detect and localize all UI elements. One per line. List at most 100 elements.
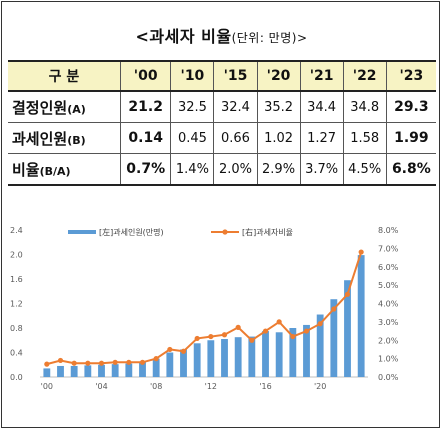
ratio-point [290,333,296,340]
legend-marker-line [222,229,228,235]
y-right-tick-label: 3.0% [378,318,399,327]
y-right-tick-label: 5.0% [378,281,399,290]
bar [289,328,297,377]
table-cell: 34.8 [342,90,387,123]
bar [330,299,338,377]
ratio-point [331,306,337,312]
x-tick-label: '08 [150,382,162,391]
ratio-point [153,356,159,362]
bar [248,336,256,377]
y-left-tick-label: 1.2 [10,300,23,309]
summary-table: 구 분 '00 '10 '15 '20 '21 '22 '23 결정인원(A) … [8,60,436,186]
bar [70,365,78,377]
table-cell: 21.2 [119,90,172,123]
title-unit: (단위: 만명)> [231,31,308,45]
table-cell: 32.5 [170,90,215,123]
bar [84,365,92,377]
table-header-year: '22 [342,60,387,92]
table-row: 과세인원(B) 0.14 0.45 0.66 1.02 1.27 1.58 1.… [8,122,436,154]
bar [316,314,324,377]
table-cell: 4.5% [342,153,387,186]
ratio-point [262,328,269,334]
row-label: 과세인원(B) [8,122,121,154]
legend-swatch-bars [68,230,96,234]
bar [166,352,174,377]
y-right-tick-label: 0.0% [378,373,399,382]
bar [111,364,119,377]
ratio-line [46,251,363,366]
table-cell: 2.0% [213,153,258,186]
y-right-tick-label: 6.0% [378,263,399,272]
table-header-year: '00 [119,60,172,92]
table-cell: 0.45 [170,122,215,154]
table-header-row: 구 분 '00 '10 '15 '20 '21 '22 '23 [8,60,436,92]
table-cell: 1.27 [299,122,344,154]
ratio-point [112,359,118,365]
bar [57,365,64,377]
ratio-point [167,346,173,353]
table-cell: 6.8% [385,153,436,186]
table-header-year: '15 [213,60,258,92]
table-row: 결정인원(A) 21.2 32.5 32.4 35.2 34.4 34.8 29… [8,90,436,123]
y-left-tick-label: 1.6 [10,275,23,284]
x-tick-label: '16 [259,382,271,391]
ratio-point [126,359,132,365]
ratio-point [194,335,200,342]
bar [303,324,310,377]
bar [262,331,269,377]
bar [207,340,215,377]
ratio-point [71,360,77,366]
ratio-point [221,332,228,338]
bar [357,255,365,377]
ratio-point [235,324,241,330]
table-cell: 3.7% [299,153,344,186]
x-tick-label: '00 [41,382,53,391]
ratio-point [276,319,282,325]
row-label: 결정인원(A) [8,90,121,123]
title-main: <과세자 비율 [135,27,232,46]
legend-label-bars: [左]과세인원(만명) [99,227,164,237]
ratio-point [317,321,323,327]
table-cell: 1.02 [256,122,301,154]
table-cell: 29.3 [385,90,436,123]
table-header-year: '21 [299,60,344,92]
table-cell: 2.9% [256,153,301,186]
bar [98,364,105,377]
bar [234,337,242,377]
ratio-point [344,291,351,297]
figure-frame [1,1,440,428]
table-header-year: '23 [385,60,436,92]
bar [125,363,133,377]
figure-title: <과세자 비율(단위: 만명)> [0,23,443,47]
table-header-year: '10 [170,60,215,92]
bar [43,368,51,377]
x-tick-label: '20 [314,382,326,391]
ratio-point [44,361,50,367]
bar [180,349,187,377]
table-cell: 34.4 [299,90,344,123]
ratio-point [208,333,214,340]
table-cell: 1.58 [342,122,387,154]
table-row: 비율(B/A) 0.7% 1.4% 2.0% 2.9% 3.7% 4.5% 6.… [8,153,436,186]
y-left-tick-label: 2.4 [10,226,23,235]
y-right-tick-label: 1.0% [378,355,399,364]
table-cell: 0.7% [119,153,172,186]
ratio-point [139,359,146,365]
y-left-tick-label: 0.8 [10,324,23,333]
table-cell: 32.4 [213,90,258,123]
ratio-point [57,357,64,364]
bar [139,361,146,377]
ratio-point [180,348,187,354]
y-right-tick-label: 7.0% [378,244,399,253]
x-tick-label: '04 [95,382,107,391]
bar [344,280,351,377]
table-cell: 1.99 [385,122,436,154]
ratio-point [303,328,310,334]
y-left-tick-label: 2.0 [10,251,23,260]
bar [152,358,160,377]
x-tick-label: '12 [205,382,217,391]
table-header-label: 구 분 [8,60,121,92]
ratio-point [85,360,91,366]
table-cell: 0.66 [213,122,258,154]
bar [193,343,201,377]
